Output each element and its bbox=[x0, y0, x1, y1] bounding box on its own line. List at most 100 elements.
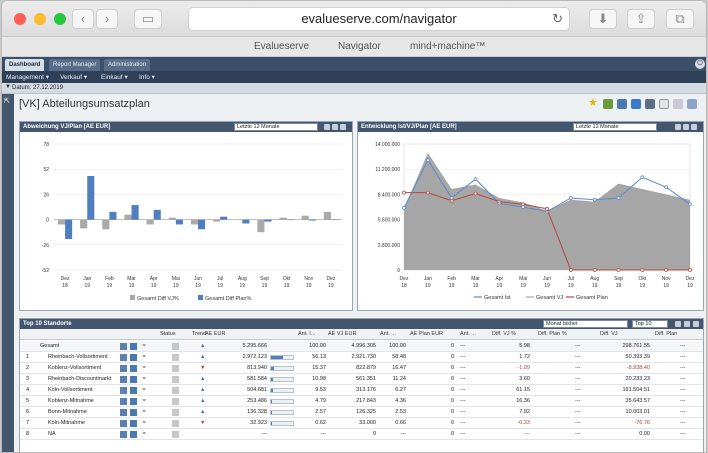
trend-down-icon: ▼ bbox=[200, 420, 206, 426]
table-icon[interactable] bbox=[120, 354, 127, 361]
table-row[interactable]: 8 NA ⏷ --- --- 0 --- 0 --- --- --- 0.00 --- bbox=[20, 429, 703, 440]
panel-config-icon[interactable] bbox=[324, 124, 330, 130]
traffic-light-icon[interactable] bbox=[603, 99, 613, 109]
back-button[interactable]: ‹ bbox=[72, 9, 94, 29]
panel-config-icon[interactable] bbox=[675, 321, 681, 327]
favorite-navigator[interactable]: Navigator bbox=[338, 41, 381, 52]
chart-icon[interactable] bbox=[130, 365, 137, 372]
favorite-evalueserve[interactable]: Evalueserve bbox=[254, 41, 310, 52]
filter-icon[interactable]: ⏷ bbox=[142, 398, 147, 404]
chart-icon[interactable] bbox=[130, 431, 137, 438]
chart-icon[interactable] bbox=[130, 420, 137, 427]
address-bar[interactable]: evalueserve.com/navigator ↻ bbox=[188, 7, 570, 31]
tab-dashboard[interactable]: Dashboard bbox=[5, 59, 45, 71]
close-window-button[interactable] bbox=[14, 13, 26, 25]
column-header[interactable]: Ant. ... bbox=[460, 331, 476, 337]
filter-icon[interactable]: ⏷ bbox=[142, 420, 147, 426]
panel-maximize-icon[interactable] bbox=[340, 124, 346, 130]
table-row[interactable]: 4 Köln-Vollsortiment ⏷ ▲ 504.681 9.53 313.176 6… bbox=[20, 385, 703, 396]
column-header[interactable]: AE VJ EUR bbox=[328, 331, 357, 337]
filter-icon[interactable]: ▼ bbox=[5, 84, 11, 90]
panel-mail-icon[interactable] bbox=[332, 124, 338, 130]
collapse-icon[interactable]: ⇱ bbox=[4, 98, 10, 105]
favorite-mindmachine[interactable]: mind+machine™ bbox=[410, 41, 486, 52]
zoom-window-button[interactable] bbox=[54, 13, 66, 25]
table-icon[interactable] bbox=[120, 398, 127, 405]
column-header[interactable]: Diff. VJ % bbox=[492, 331, 517, 337]
table-row[interactable]: 3 Rheinbach-Discountmarkt ⏷ ▲ 581.584 10.98 56… bbox=[20, 374, 703, 385]
period-select[interactable]: Letzte 12 Monate bbox=[573, 123, 657, 131]
chart-icon[interactable] bbox=[130, 409, 137, 416]
table-row[interactable]: 5 Koblenz-Mitnahme ⏷ ▲ 253.486 4.79 217.843 4.3… bbox=[20, 396, 703, 407]
table-icon[interactable] bbox=[120, 387, 127, 394]
star-icon[interactable]: ★ bbox=[588, 97, 598, 109]
panel-maximize-icon[interactable] bbox=[693, 321, 699, 327]
tab-administration[interactable]: Administration bbox=[104, 59, 151, 71]
settings-icon[interactable] bbox=[687, 99, 697, 109]
table-icon[interactable] bbox=[120, 376, 127, 383]
topn-select[interactable]: Top 10 bbox=[632, 320, 668, 328]
filter-icon[interactable]: ⏷ bbox=[142, 365, 147, 371]
document-icon[interactable] bbox=[659, 99, 669, 109]
filter-icon[interactable]: ⏷ bbox=[142, 376, 147, 382]
filter-icon[interactable]: ⏷ bbox=[142, 431, 147, 437]
chart-icon[interactable] bbox=[130, 398, 137, 405]
period-select[interactable]: Letzte 12 Monate bbox=[234, 123, 318, 131]
table-row[interactable]: Gesamt ⏷ ▲ 5.295.666 100.00 4.996.305 100.00 0-… bbox=[20, 341, 703, 352]
filter-icon[interactable]: ⏷ bbox=[142, 343, 147, 349]
forward-button[interactable]: › bbox=[96, 9, 118, 29]
chart-icon[interactable] bbox=[130, 376, 137, 383]
menu-management[interactable]: Management ▾ bbox=[6, 74, 50, 81]
column-header[interactable]: Diff. VJ bbox=[600, 331, 618, 337]
menu-verkauf[interactable]: Verkauf ▾ bbox=[60, 74, 88, 81]
mail-icon[interactable] bbox=[673, 99, 683, 109]
chart-icon[interactable] bbox=[130, 343, 137, 350]
share-bar-fill bbox=[271, 400, 273, 403]
download-button[interactable]: ⬇ bbox=[589, 9, 617, 29]
sidebar-toggle-button[interactable]: ▭ bbox=[134, 9, 162, 29]
table-icon[interactable] bbox=[120, 431, 127, 438]
column-header[interactable]: Trend bbox=[192, 331, 207, 337]
chart-icon[interactable] bbox=[130, 387, 137, 394]
column-header[interactable]: Diff. Plan bbox=[655, 331, 678, 337]
table-icon[interactable] bbox=[120, 365, 127, 372]
reload-icon[interactable]: ↻ bbox=[552, 11, 563, 26]
table-icon[interactable] bbox=[120, 420, 127, 427]
bar bbox=[198, 219, 206, 230]
filter-icon[interactable]: ⏷ bbox=[142, 409, 147, 415]
tab-report-manager[interactable]: Report Manager bbox=[49, 59, 101, 71]
period-select[interactable]: Monat bisher bbox=[543, 320, 628, 328]
row-number: 2 bbox=[26, 365, 30, 371]
minimize-window-button[interactable] bbox=[34, 13, 46, 25]
camera-icon[interactable] bbox=[645, 99, 655, 109]
filter-icon[interactable]: ⏷ bbox=[142, 354, 147, 360]
column-header[interactable]: Ant. I... bbox=[298, 331, 316, 337]
panel-maximize-icon[interactable] bbox=[691, 124, 697, 130]
table-row[interactable]: 1 Rheinbach-Vollsortiment ⏷ ▲ 2.972.123 56.13… bbox=[20, 352, 703, 363]
panel-config-icon[interactable] bbox=[675, 124, 681, 130]
table-icon[interactable] bbox=[120, 343, 127, 350]
left-collapse-strip[interactable]: ⇱ bbox=[2, 94, 14, 452]
tabs-button[interactable]: ⧉ bbox=[666, 9, 694, 29]
chart-icon[interactable] bbox=[631, 99, 641, 109]
panel-mail-icon[interactable] bbox=[684, 321, 690, 327]
column-header[interactable]: Ant. ... bbox=[380, 331, 396, 337]
export-icon[interactable] bbox=[617, 99, 627, 109]
chart-icon[interactable] bbox=[130, 354, 137, 361]
ant-plan: --- bbox=[460, 354, 466, 360]
table-row[interactable]: 7 Köln-Mitnahme ⏷ ▼ 32.923 0.62 33.000 0.66 0 ---… bbox=[20, 418, 703, 429]
share-button[interactable]: ⇪ bbox=[627, 9, 655, 29]
table-row[interactable]: 6 Bonn-Mitnahme ⏷ ▲ 136.328 2.57 126.325 2.53 0-… bbox=[20, 407, 703, 418]
column-header[interactable]: Diff. Plan % bbox=[538, 331, 567, 337]
table-row[interactable]: 2 Koblenz-Vollsortiment ⏷ ▼ 813.940 15.37 822.… bbox=[20, 363, 703, 374]
column-header[interactable]: Status bbox=[160, 331, 176, 337]
power-icon[interactable]: ⏻ bbox=[695, 59, 705, 69]
menu-einkauf[interactable]: Einkauf ▾ bbox=[101, 74, 128, 81]
filter-icon[interactable]: ⏷ bbox=[142, 387, 147, 393]
menu-info[interactable]: Info ▾ bbox=[139, 74, 155, 81]
panel-mail-icon[interactable] bbox=[683, 124, 689, 130]
column-header[interactable]: AE EUR bbox=[205, 331, 226, 337]
table-icon[interactable] bbox=[120, 409, 127, 416]
column-header[interactable]: AE Plan EUR bbox=[410, 331, 444, 337]
diff-plan: --- bbox=[680, 420, 686, 426]
